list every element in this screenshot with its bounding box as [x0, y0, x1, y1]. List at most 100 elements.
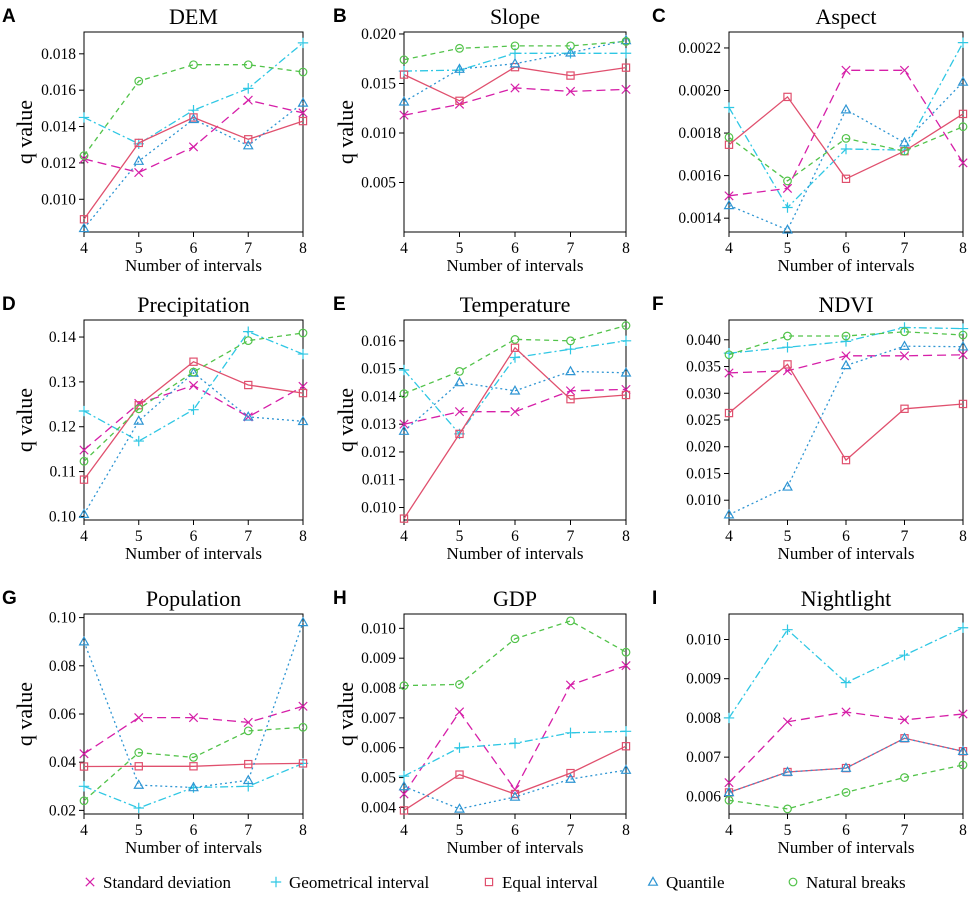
- y-tick-label: 0.010: [686, 631, 721, 648]
- data-point-sd: [899, 351, 910, 361]
- triangle-icon: [647, 876, 659, 886]
- data-point-sd: [621, 661, 631, 671]
- data-point-gi: [133, 435, 144, 447]
- panel-letter: C: [652, 6, 666, 27]
- data-point-qu: [782, 481, 793, 491]
- y-tick-label: 0.016: [41, 82, 76, 99]
- data-point-qu: [398, 780, 410, 791]
- data-point-gi: [398, 364, 410, 376]
- panel-letter: E: [333, 294, 346, 315]
- data-point-qu: [957, 745, 969, 756]
- data-point-gi: [78, 112, 90, 123]
- data-point-sd: [565, 386, 576, 396]
- data-point-sd: [565, 86, 576, 97]
- data-point-gi: [565, 343, 576, 355]
- data-point-ei: [841, 455, 851, 465]
- data-point-qu: [133, 155, 145, 165]
- data-point-ei: [298, 759, 308, 768]
- series-line-qu: [403, 769, 627, 810]
- data-point-nb: [783, 176, 792, 186]
- data-point-ei: [455, 96, 464, 106]
- data-point-sd: [243, 95, 253, 105]
- data-point-qu: [509, 791, 521, 801]
- x-tick-label: 5: [135, 240, 143, 257]
- data-point-sd: [510, 83, 520, 93]
- y-tick-label: 0.006: [686, 788, 721, 805]
- legend-item-sd: Standard deviation: [85, 873, 231, 892]
- y-tick-label: 0.0016: [678, 168, 721, 185]
- x-tick-label: 7: [244, 822, 252, 839]
- data-point-gi: [620, 48, 632, 59]
- y-tick-label: 0.14: [49, 329, 76, 346]
- data-point-gi: [398, 770, 410, 782]
- x-tick-label: 6: [511, 240, 519, 257]
- y-tick-label: 0.012: [361, 444, 396, 461]
- data-point-qu: [509, 385, 521, 395]
- series-line-sd: [403, 87, 627, 116]
- y-tick-label: 0.04: [49, 754, 76, 771]
- y-tick-label: 0.015: [361, 361, 396, 378]
- data-point-qu: [454, 376, 465, 387]
- y-axis-label: q value: [333, 388, 358, 452]
- data-point-nb: [79, 796, 89, 806]
- data-point-ei: [134, 762, 143, 771]
- series-line-nb: [403, 40, 627, 61]
- x-tick-label: 6: [190, 240, 198, 257]
- series-line-qu: [83, 372, 304, 515]
- data-point-qu: [957, 76, 969, 86]
- y-tick-label: 0.004: [361, 799, 396, 816]
- y-tick-label: 0.010: [361, 620, 396, 637]
- series-line-ei: [83, 116, 304, 220]
- data-point-gi: [133, 802, 144, 814]
- data-point-gi: [454, 742, 465, 753]
- plot-frame: [728, 31, 964, 233]
- y-axis-label: q value: [12, 682, 37, 746]
- data-point-qu: [509, 57, 521, 68]
- data-point-qu: [454, 803, 465, 813]
- data-point-nb: [841, 788, 851, 797]
- panel-title: Nightlight: [801, 586, 891, 611]
- y-tick-label: 0.005: [361, 174, 396, 191]
- data-point-gi: [509, 738, 521, 749]
- data-point-nb: [510, 634, 520, 644]
- data-point-sd: [298, 108, 308, 118]
- x-tick-label: 6: [842, 528, 850, 545]
- data-point-sd: [134, 712, 144, 723]
- data-point-gi: [723, 712, 735, 724]
- data-point-ei: [244, 759, 253, 769]
- y-tick-label: 0.006: [361, 740, 396, 757]
- y-tick-label: 0.0014: [678, 210, 721, 227]
- chart-panel-i: I Nightlight 0.006 0.007 0.008 0.009 0.010 4 5 6 7…: [652, 586, 969, 857]
- y-tick-label: 0.012: [41, 155, 76, 172]
- y-tick-label: 0.010: [41, 191, 76, 208]
- data-point-qu: [297, 415, 309, 426]
- series-line-ei: [403, 346, 627, 519]
- data-point-nb: [958, 122, 968, 132]
- x-tick-label: 5: [784, 528, 792, 545]
- data-point-qu: [565, 46, 576, 57]
- data-point-qu: [723, 199, 735, 210]
- y-tick-label: 0.010: [686, 492, 721, 509]
- data-point-nb: [783, 804, 792, 814]
- panel-letter: F: [652, 294, 664, 315]
- x-tick-label: 8: [959, 240, 967, 257]
- series-line-qu: [728, 737, 964, 794]
- x-tick-label: 4: [725, 528, 733, 545]
- data-point-qu: [398, 95, 410, 106]
- data-point-ei: [399, 70, 409, 79]
- series-line-qu: [403, 370, 627, 432]
- data-point-gi: [840, 143, 852, 155]
- data-point-nb: [399, 55, 409, 65]
- x-axis-label: Number of intervals: [125, 256, 262, 275]
- data-point-qu: [242, 411, 254, 421]
- x-axis-label: Number of intervals: [447, 256, 584, 275]
- series-line-nb: [83, 332, 304, 462]
- y-tick-label: 0.005: [361, 770, 396, 787]
- x-tick-label: 4: [400, 240, 408, 257]
- x-tick-label: 4: [725, 240, 733, 257]
- y-tick-label: 0.010: [361, 125, 396, 142]
- square-icon: [484, 877, 494, 887]
- data-point-gi: [620, 726, 632, 737]
- series-line-gi: [728, 627, 964, 719]
